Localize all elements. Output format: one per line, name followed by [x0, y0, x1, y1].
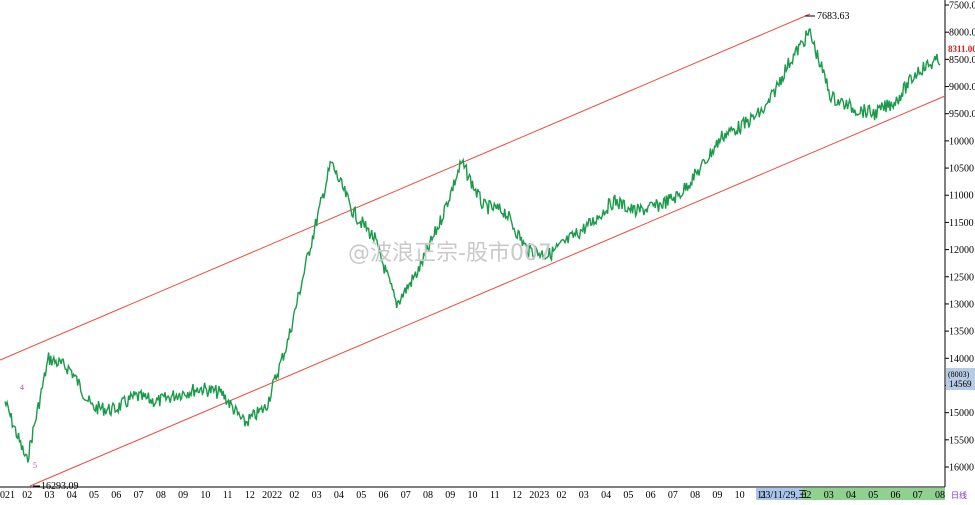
time-tick-label: 11: [757, 490, 767, 500]
highlight-range-bg: [802, 488, 945, 500]
axis-value-box: [946, 368, 975, 390]
time-tick-label: 02: [801, 490, 811, 500]
price-tick-label: 10000: [949, 136, 974, 147]
time-tick-label: 04: [846, 490, 856, 500]
time-tick-label: 03: [824, 490, 834, 500]
price-axis-ticks: 7500.00 8000.00 8500.00 9000.00 9500.00 10000…: [945, 1, 975, 474]
price-line: [4, 28, 941, 463]
time-tick-label: 06: [378, 490, 388, 500]
time-tick-label: 06: [890, 490, 900, 500]
time-tick-label: 04: [601, 490, 611, 500]
time-tick-label: 02: [557, 490, 567, 500]
channel-upper-line: [0, 13, 811, 361]
price-tick-label: 16000: [949, 463, 974, 474]
price-tick-label: 13000: [949, 299, 974, 310]
time-tick-label: 2022: [262, 490, 282, 500]
time-tick-label: 10: [468, 490, 478, 500]
channel-lower-line: [29, 95, 946, 487]
price-tick-label: 7500.00: [949, 1, 975, 12]
time-tick-label: 07: [401, 490, 411, 500]
time-tick-label: 12: [512, 490, 522, 500]
price-tick-label: 9500.00: [949, 109, 975, 120]
price-tick-label: 11000: [949, 191, 974, 202]
time-tick-label: 08: [690, 490, 700, 500]
wave-marker-5: 5: [33, 461, 37, 470]
time-tick-label: 2021: [0, 490, 15, 500]
watermark: @波浪正宗-股市007: [348, 241, 552, 266]
time-tick-label: 02: [289, 490, 299, 500]
time-tick-label: 11: [490, 490, 500, 500]
time-tick-label: 05: [868, 490, 878, 500]
price-tick-label: 8500.00: [949, 55, 975, 66]
time-tick-label: 07: [134, 490, 144, 500]
highlight-date-bg: [756, 488, 802, 500]
high-price-label: 7683.63: [817, 11, 850, 22]
time-tick-label: 07: [668, 490, 678, 500]
time-tick-label: 07: [913, 490, 923, 500]
time-tick-label: 08: [935, 490, 945, 500]
time-tick-label: 09: [178, 490, 188, 500]
time-tick-label: 10: [735, 490, 745, 500]
last-price-label: 8311.00: [948, 44, 975, 54]
time-tick-label: 03: [579, 490, 589, 500]
time-tick-label: 10: [200, 490, 210, 500]
time-axis-ticks: 2021 02 03 04 05 06 07 08 09 10 11 12 2022 02 03 04 05 06…: [0, 490, 945, 501]
time-tick-label: 23/11/29,三: [760, 490, 808, 500]
time-tick-label: 11: [223, 490, 233, 500]
time-tick-label: 08: [156, 490, 166, 500]
time-tick-label: 02: [22, 490, 32, 500]
time-tick-label: 2023: [529, 490, 549, 500]
time-tick-label: 09: [712, 490, 722, 500]
time-tick-label: 05: [623, 490, 633, 500]
time-tick-label: 06: [111, 490, 121, 500]
price-tick-label: 9000.00: [949, 82, 975, 93]
price-tick-label: 10500: [949, 164, 974, 175]
time-tick-label: 04: [67, 490, 77, 500]
period-tag: 日线: [951, 490, 967, 500]
time-tick-label: 12: [245, 490, 255, 500]
low-price-label: 16293.09: [41, 481, 79, 492]
price-tick-label: 15000: [949, 408, 974, 419]
price-tick-label: 12500: [949, 272, 974, 283]
time-tick-label: 09: [445, 490, 455, 500]
time-tick-label: 03: [45, 490, 55, 500]
price-tick-label: 13500: [949, 327, 974, 338]
time-tick-label: 03: [312, 490, 322, 500]
price-tick-label: 15500: [949, 435, 974, 446]
wave-marker-4: 4: [20, 383, 24, 392]
price-tick-label: 8000.00: [949, 28, 975, 39]
price-tick-label: 11500: [949, 218, 974, 229]
time-tick-label: 08: [423, 490, 433, 500]
price-tick-label: 12000: [949, 245, 974, 256]
axis-value-top: (8003): [948, 370, 970, 379]
axis-value-bottom: 14569: [949, 379, 972, 389]
trend-channel: [0, 13, 946, 487]
time-tick-label: 04: [334, 490, 344, 500]
time-tick-label: 05: [356, 490, 366, 500]
time-tick-label: 05: [89, 490, 99, 500]
price-series: [4, 28, 941, 463]
time-tick-label: 06: [646, 490, 656, 500]
price-tick-label: 14000: [949, 354, 974, 365]
